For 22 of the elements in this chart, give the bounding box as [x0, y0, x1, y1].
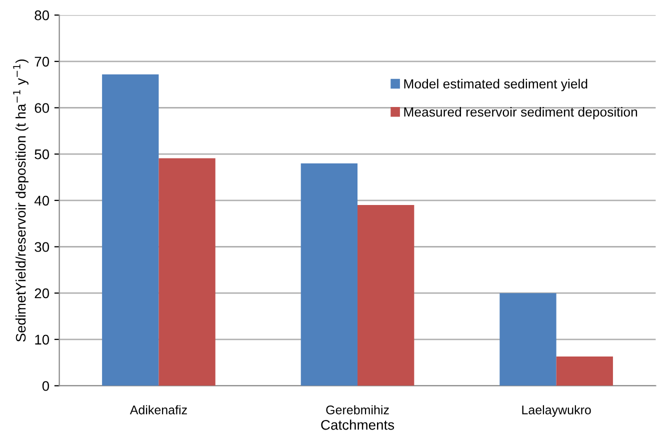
y-axis-title: SedimetYield/reservoir deposition (t ha$^{−1}$ y$^{−1}$): [13, 59, 28, 342]
x-tick-label: Adikenafiz: [130, 405, 187, 414]
y-tick-label: 70: [34, 56, 50, 67]
legend-label: Model estimated sediment yield: [404, 78, 588, 92]
bar: [358, 205, 414, 386]
y-tick-label: 10: [35, 334, 50, 345]
y-tick-label: 80: [34, 10, 50, 20]
x-tick-label: Gerebmihiz: [326, 405, 389, 414]
y-tick-label: 60: [34, 103, 50, 113]
x-axis-title: Catchments: [321, 420, 394, 430]
y-tick-label: 0: [42, 381, 50, 391]
y-tick-label: 40: [34, 196, 50, 206]
y-tick-label: 20: [34, 288, 50, 298]
legend-label: Measured reservoir sediment deposition: [404, 106, 638, 120]
y-tick-label: 50: [34, 149, 50, 160]
bar: [158, 158, 216, 386]
x-tick-label: Laelaywukro: [522, 405, 591, 417]
bar: [102, 74, 159, 386]
bar: [300, 163, 358, 386]
y-tick-label: 30: [34, 242, 50, 252]
bar: [500, 293, 556, 386]
bar: [556, 356, 613, 386]
